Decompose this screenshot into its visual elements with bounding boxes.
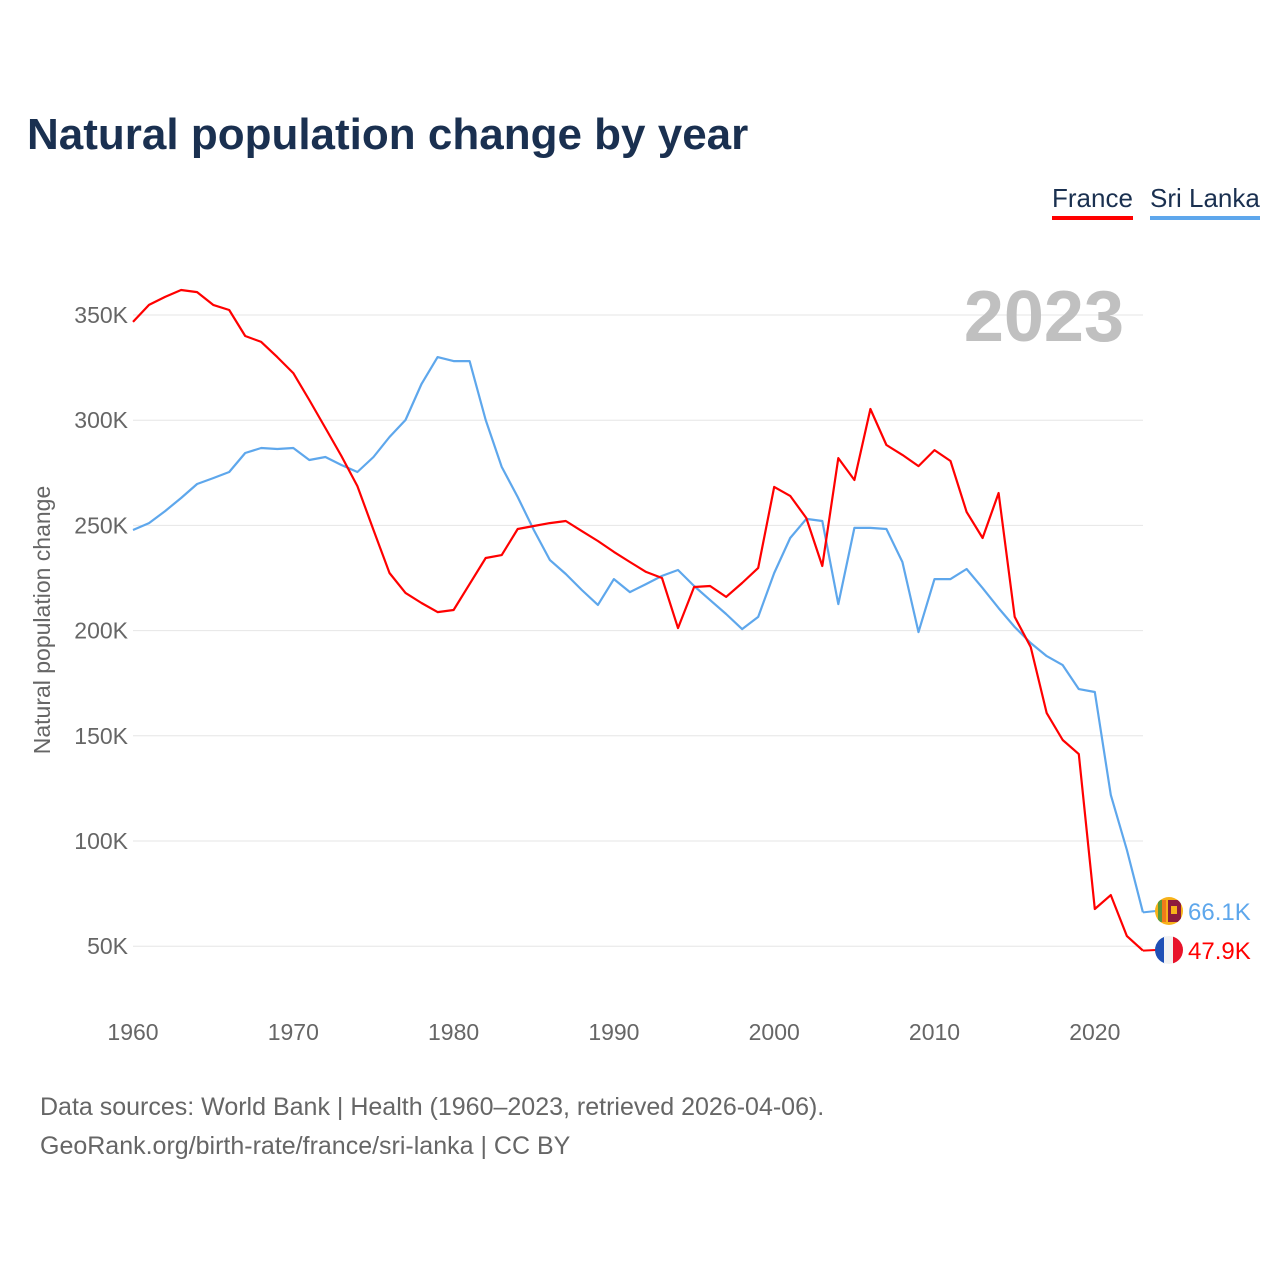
legend-france[interactable]: France [1052,183,1133,220]
x-tick-label: 1990 [588,1019,639,1045]
series-line-france [132,288,1144,952]
y-tick-label: 150K [74,723,128,749]
y-tick-label: 50K [87,933,129,959]
end-value-label-sri-lanka: 66.1K [1188,899,1251,926]
flag-sri-lanka-icon [1155,897,1183,925]
y-tick-label: 100K [74,828,128,854]
y-axis-label: Natural population change [29,486,55,755]
x-tick-label: 2020 [1069,1019,1120,1045]
flag-france-icon [1155,936,1183,964]
chart-title: Natural population change by year [27,110,749,159]
end-value-label-france: 47.9K [1188,938,1251,965]
x-tick-label: 2000 [749,1019,800,1045]
y-tick-label: 200K [74,618,128,644]
x-tick-label: 1960 [107,1019,158,1045]
data-sources: Data sources: World Bank | Health (1960–… [40,1093,825,1121]
x-tick-label: 2010 [909,1019,960,1045]
footer: Data sources: World Bank | Health (1960–… [40,1088,824,1166]
source-link[interactable]: GeoRank.org/birth-rate/france/sri-lanka … [40,1132,571,1160]
end-connector [1142,949,1157,952]
x-tick-label: 1980 [428,1019,479,1045]
y-tick-label: 250K [74,512,128,538]
year-watermark: 2023 [964,277,1124,357]
x-tick-label: 1970 [268,1019,319,1045]
series-line-sri-lanka [132,356,1144,913]
end-connector [1142,910,1157,914]
y-tick-label: 300K [74,407,128,433]
y-tick-label: 350K [74,302,128,328]
legend-sri-lanka[interactable]: Sri Lanka [1150,183,1260,220]
